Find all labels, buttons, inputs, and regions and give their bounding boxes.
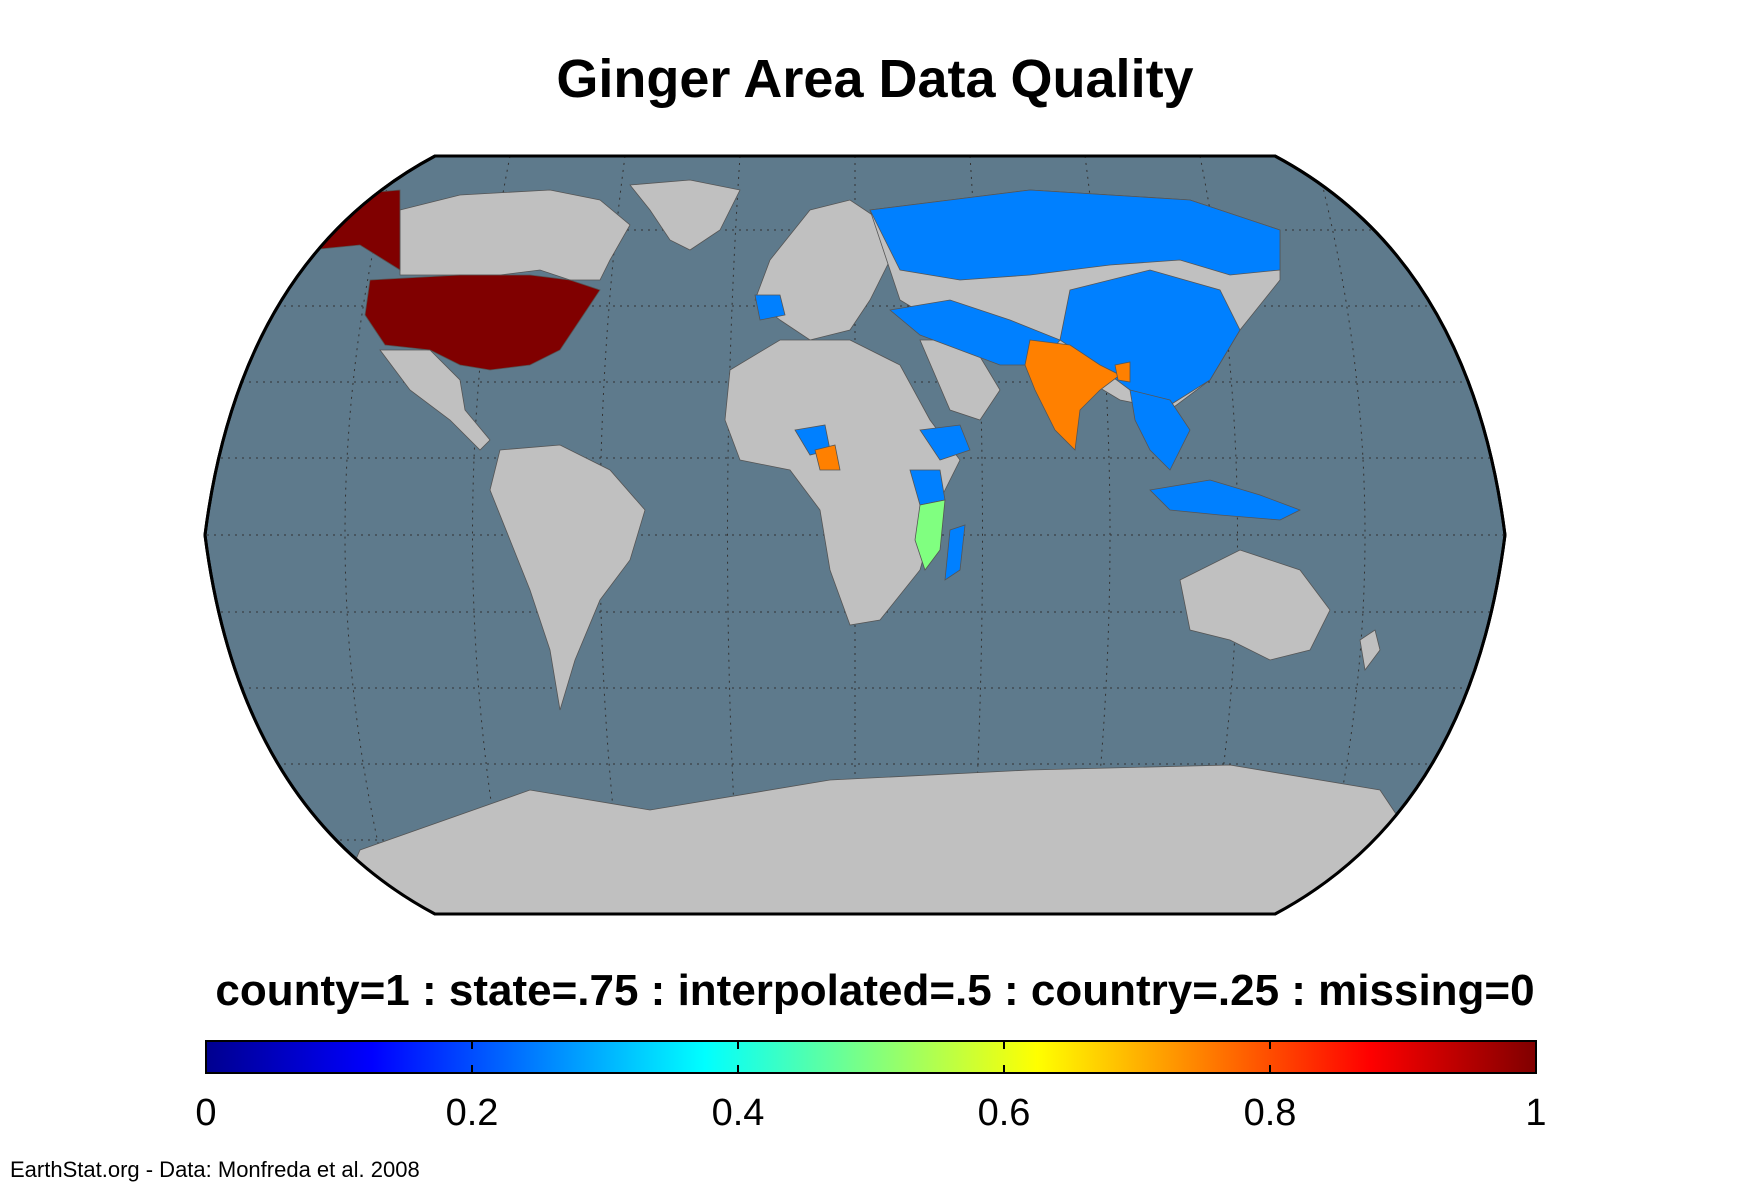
colorbar-tick-label: 0.6 — [977, 1092, 1031, 1134]
southeast-asia-region — [1129, 389, 1191, 471]
australia — [1179, 549, 1331, 661]
mozambique-region — [914, 499, 946, 571]
colorbar-tick-label: 0.2 — [445, 1092, 499, 1134]
colorbar-tick-label: 1 — [1525, 1092, 1547, 1134]
credit-text: EarthStat.org - Data: Monfreda et al. 20… — [10, 1157, 420, 1182]
data-quality-regions — [289, 189, 1301, 571]
south-america — [489, 444, 646, 711]
antarctica — [329, 764, 1421, 914]
world-map — [203, 154, 1507, 916]
cameroon-region — [814, 444, 841, 471]
bangladesh-region — [1114, 361, 1131, 383]
new-zealand — [1359, 629, 1381, 671]
colorbar — [205, 1040, 1537, 1074]
india-region — [1024, 339, 1121, 451]
united-states-region — [364, 274, 601, 371]
canada — [399, 189, 631, 281]
map-border — [203, 154, 1507, 916]
colorbar-tick-label: 0.8 — [1243, 1092, 1297, 1134]
madagascar — [944, 524, 966, 581]
legend-caption: county=1 : state=.75 : interpolated=.5 :… — [215, 966, 1535, 1015]
ethiopia-region — [919, 424, 971, 461]
greenland — [629, 179, 741, 251]
africa — [724, 339, 961, 626]
colorbar-tick-label: 0.4 — [711, 1092, 765, 1134]
russia-region — [869, 189, 1281, 281]
colorbar-tick-label: 0 — [195, 1092, 217, 1134]
map-title: Ginger Area Data Quality — [556, 49, 1194, 109]
colorbar-fill — [205, 1040, 1537, 1074]
mexico — [379, 349, 491, 451]
spain-region — [754, 294, 786, 321]
colorbar-ticks — [471, 1041, 1271, 1073]
indonesia-region — [1149, 479, 1301, 521]
